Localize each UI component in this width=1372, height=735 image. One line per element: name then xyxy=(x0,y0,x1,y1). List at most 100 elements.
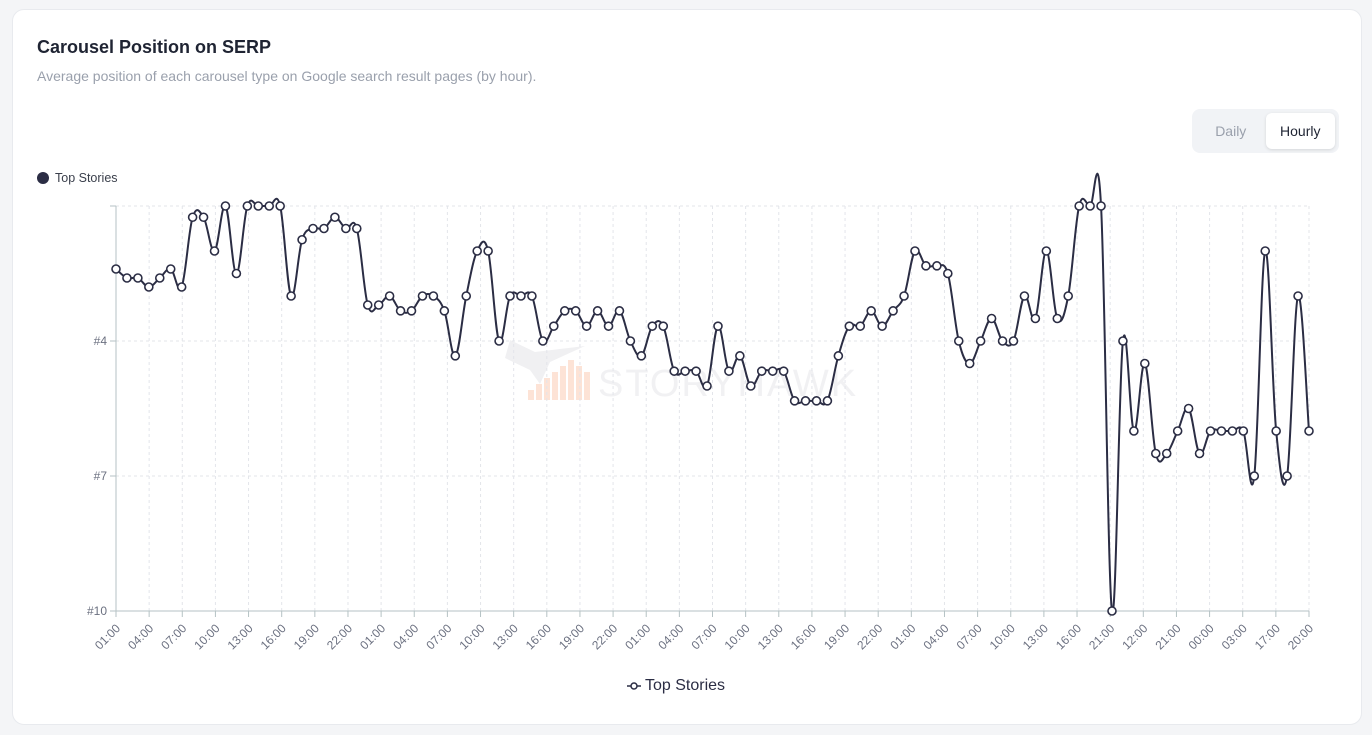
data-point[interactable] xyxy=(122,273,132,283)
data-point[interactable] xyxy=(308,223,318,234)
data-point[interactable] xyxy=(220,201,231,211)
data-point[interactable] xyxy=(746,381,756,391)
data-point[interactable] xyxy=(362,300,373,310)
data-point[interactable] xyxy=(297,234,307,245)
data-point[interactable] xyxy=(778,366,789,376)
data-point[interactable] xyxy=(1140,358,1150,369)
legend-bottom[interactable]: Top Stories xyxy=(627,677,725,694)
data-point[interactable] xyxy=(1194,448,1205,459)
data-point[interactable] xyxy=(669,366,679,376)
legend-top[interactable]: Top Stories xyxy=(37,171,118,185)
data-point[interactable] xyxy=(494,336,504,346)
data-point[interactable] xyxy=(319,223,329,234)
data-point[interactable] xyxy=(1238,426,1249,436)
data-point[interactable] xyxy=(932,261,942,271)
data-point[interactable] xyxy=(516,291,526,301)
data-point[interactable] xyxy=(341,223,351,234)
data-point[interactable] xyxy=(1150,448,1161,459)
data-point[interactable] xyxy=(811,396,822,406)
data-point[interactable] xyxy=(1216,426,1227,436)
data-point[interactable] xyxy=(997,336,1008,346)
data-point[interactable] xyxy=(866,306,877,316)
data-point[interactable] xyxy=(450,351,461,361)
data-point[interactable] xyxy=(767,366,778,376)
data-point[interactable] xyxy=(176,282,187,292)
data-point[interactable] xyxy=(373,300,384,310)
data-point[interactable] xyxy=(428,291,439,301)
data-point[interactable] xyxy=(1282,471,1292,481)
data-point[interactable] xyxy=(614,306,625,316)
data-point[interactable] xyxy=(888,306,898,316)
data-point[interactable] xyxy=(986,313,997,324)
data-point[interactable] xyxy=(1030,313,1041,324)
data-point[interactable] xyxy=(1118,336,1128,346)
data-point[interactable] xyxy=(165,264,176,274)
data-point[interactable] xyxy=(1293,291,1303,301)
data-point[interactable] xyxy=(1183,403,1194,414)
data-point[interactable] xyxy=(527,291,537,301)
data-point[interactable] xyxy=(1260,246,1271,256)
data-point[interactable] xyxy=(1271,426,1281,436)
data-point[interactable] xyxy=(1019,291,1030,301)
data-point[interactable] xyxy=(855,321,866,331)
data-point[interactable] xyxy=(231,268,242,279)
data-point[interactable] xyxy=(1063,291,1074,301)
data-point[interactable] xyxy=(877,321,887,331)
data-point[interactable] xyxy=(581,321,592,331)
data-point[interactable] xyxy=(406,306,417,316)
data-point[interactable] xyxy=(1107,606,1117,616)
data-point[interactable] xyxy=(592,306,603,316)
data-point[interactable] xyxy=(417,291,428,301)
data-point[interactable] xyxy=(789,396,800,406)
data-point[interactable] xyxy=(472,246,482,256)
data-point[interactable] xyxy=(275,201,285,211)
data-point[interactable] xyxy=(144,282,154,292)
data-point[interactable] xyxy=(264,201,275,211)
data-point[interactable] xyxy=(351,223,362,234)
data-point[interactable] xyxy=(1129,426,1139,436)
data-point[interactable] xyxy=(286,291,296,301)
data-point[interactable] xyxy=(1074,201,1084,211)
data-point[interactable] xyxy=(625,336,636,346)
data-point[interactable] xyxy=(330,212,340,223)
data-point[interactable] xyxy=(833,351,844,361)
data-point[interactable] xyxy=(187,212,198,223)
data-point[interactable] xyxy=(1096,201,1106,211)
data-point[interactable] xyxy=(133,273,143,283)
daily-toggle-button[interactable]: Daily xyxy=(1215,123,1247,139)
data-point[interactable] xyxy=(943,268,953,279)
data-point[interactable] xyxy=(111,264,121,274)
data-point[interactable] xyxy=(505,291,515,301)
data-point[interactable] xyxy=(384,291,395,301)
data-point[interactable] xyxy=(461,291,472,301)
data-point[interactable] xyxy=(570,306,581,316)
data-point[interactable] xyxy=(702,381,712,391)
data-point[interactable] xyxy=(1249,471,1260,481)
data-point[interactable] xyxy=(242,201,253,211)
data-point[interactable] xyxy=(253,201,264,211)
data-point[interactable] xyxy=(538,336,548,346)
data-point[interactable] xyxy=(964,358,975,369)
data-point[interactable] xyxy=(1052,313,1063,324)
data-point[interactable] xyxy=(548,321,559,331)
data-point[interactable] xyxy=(439,306,450,316)
data-point[interactable] xyxy=(1227,426,1238,436)
data-point[interactable] xyxy=(1172,426,1183,436)
data-point[interactable] xyxy=(800,396,811,406)
data-point[interactable] xyxy=(1304,426,1314,436)
data-point[interactable] xyxy=(603,321,614,331)
data-point[interactable] xyxy=(658,321,669,331)
data-point[interactable] xyxy=(921,261,931,271)
data-point[interactable] xyxy=(636,351,647,361)
data-point[interactable] xyxy=(756,366,767,376)
data-point[interactable] xyxy=(724,366,734,376)
hourly-toggle-button[interactable]: Hourly xyxy=(1265,113,1335,149)
data-point[interactable] xyxy=(483,246,493,256)
data-point[interactable] xyxy=(395,306,406,316)
data-point[interactable] xyxy=(647,321,658,331)
data-point[interactable] xyxy=(1085,201,1095,211)
data-point[interactable] xyxy=(154,273,165,283)
data-point[interactable] xyxy=(198,212,209,223)
data-point[interactable] xyxy=(1008,336,1019,346)
data-point[interactable] xyxy=(844,321,855,331)
